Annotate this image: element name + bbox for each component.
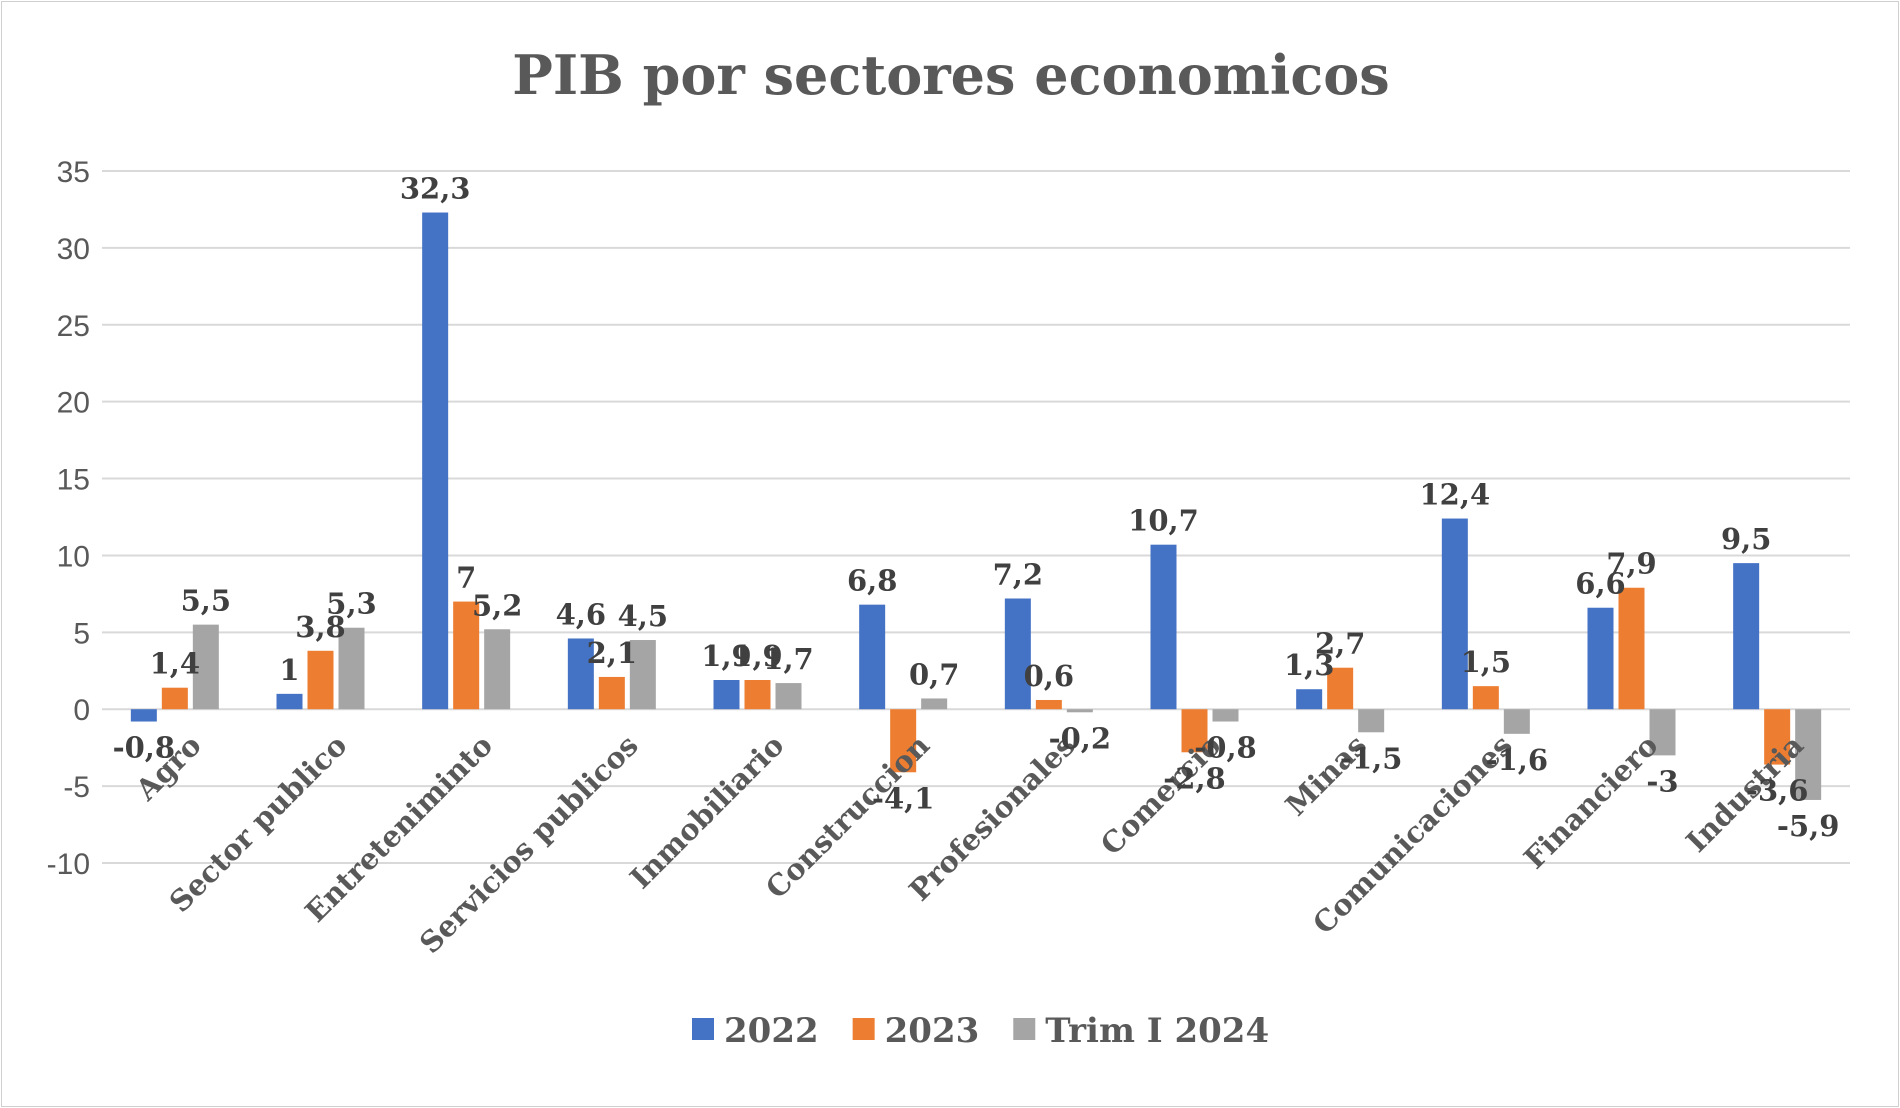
bar-construccion-2: [921, 698, 948, 710]
bar-agro-0: [130, 709, 157, 722]
data-label: 1,4: [150, 647, 200, 681]
bar-inmobiliario-2: [775, 683, 802, 710]
data-label: 5,5: [181, 584, 231, 618]
data-label: 0,7: [909, 657, 959, 691]
data-label: 1,5: [1461, 645, 1511, 679]
data-label: 7,2: [993, 558, 1043, 592]
bar-sector-publico-0: [276, 693, 303, 710]
data-label: 1,3: [1284, 648, 1334, 682]
data-label: 12,4: [1420, 478, 1491, 512]
bar-entreteniminto-1: [453, 601, 480, 710]
bar-comercio-0: [1150, 544, 1177, 710]
bar-industria-1: [1764, 709, 1791, 765]
bar-industria-2: [1795, 709, 1822, 800]
data-label: 1,9: [701, 639, 751, 673]
data-label: 5,3: [326, 587, 376, 621]
data-label: -0,8: [113, 731, 176, 765]
data-label: 1: [279, 653, 299, 687]
bar-profesionales-0: [1004, 598, 1031, 710]
bar-financiero-1: [1618, 587, 1645, 710]
gridlines: [102, 170, 1850, 864]
data-label: 7: [456, 561, 476, 595]
data-label: 9,5: [1721, 522, 1771, 556]
bar-servicios-publicos-1: [598, 676, 625, 710]
data-label: 1,7: [763, 642, 813, 676]
y-tick-label: 25: [57, 310, 90, 343]
bar-servicios-publicos-0: [567, 638, 594, 710]
legend-swatch: [1013, 1018, 1036, 1040]
legend-label: Trim I 2024: [1045, 1011, 1269, 1051]
bar-profesionales-1: [1035, 699, 1062, 710]
bar-construccion-0: [859, 604, 886, 710]
data-label: -0,8: [1194, 731, 1257, 765]
legend-label: 2023: [885, 1011, 980, 1051]
bar-agro-1: [161, 687, 188, 710]
legend-swatch: [692, 1018, 714, 1040]
data-label: 1,9: [732, 639, 782, 673]
bar-comunicaciones-1: [1472, 686, 1499, 710]
bar-inmobiliario-0: [713, 680, 740, 710]
bar-minas-0: [1296, 689, 1323, 710]
data-label: 6,6: [1575, 567, 1625, 601]
data-label: -4,1: [872, 781, 935, 815]
bars: [130, 212, 1822, 800]
y-tick-label: -10: [47, 848, 90, 881]
bar-profesionales-2: [1066, 709, 1093, 713]
data-label: -1,6: [1486, 743, 1549, 777]
bar-comercio-2: [1212, 709, 1239, 722]
data-label: 4,5: [618, 599, 668, 633]
data-label: 7,9: [1606, 547, 1656, 581]
y-tick-label: -5: [63, 771, 90, 804]
y-axis-ticks: 35 30 25 20 15 10 5 0 -5 -10: [47, 156, 90, 881]
chart-title: PIB por sectores economicos: [512, 43, 1389, 107]
data-label: 0,6: [1024, 659, 1074, 693]
bar-inmobiliario-1: [744, 680, 771, 710]
bar-comunicaciones-2: [1503, 709, 1530, 734]
data-label: -5,9: [1777, 809, 1840, 843]
data-label: 6,8: [847, 564, 897, 598]
data-labels: -0,8 1 32,3 4,6 1,9 6,8 7,2 10,7 1,3 12,4 6,6 9,5 1,…: [113, 172, 1840, 843]
bar-financiero-0: [1587, 607, 1614, 710]
y-tick-label: 0: [73, 694, 90, 727]
data-label: -3,6: [1746, 774, 1809, 808]
bar-comercio-1: [1181, 709, 1208, 753]
bar-industria-0: [1733, 563, 1760, 710]
data-label: 5,2: [472, 588, 522, 622]
data-label: 2,1: [587, 636, 637, 670]
data-label: 2,7: [1315, 627, 1365, 661]
bar-entreteniminto-2: [484, 629, 511, 710]
y-tick-label: 35: [57, 156, 90, 189]
data-label: 32,3: [400, 172, 471, 206]
y-tick-label: 20: [57, 387, 90, 420]
y-tick-label: 30: [57, 233, 90, 266]
bar-servicios-publicos-2: [629, 640, 656, 710]
legend-swatch: [852, 1018, 875, 1040]
y-tick-label: 5: [73, 617, 90, 650]
x-category-label: Inmobiliario: [623, 728, 790, 895]
data-label: -1,5: [1340, 741, 1403, 775]
bar-sector-publico-2: [338, 627, 365, 710]
y-tick-label: 15: [57, 464, 90, 497]
legend: 2022 2023 Trim I 2024: [692, 1011, 1269, 1051]
bar-sector-publico-1: [307, 650, 334, 710]
bar-entreteniminto-0: [422, 212, 449, 710]
y-tick-label: 10: [57, 540, 90, 573]
legend-label: 2022: [724, 1011, 819, 1051]
data-label: -0,2: [1049, 721, 1112, 755]
data-label: 10,7: [1128, 504, 1199, 538]
data-label: -2,8: [1163, 761, 1226, 795]
bar-agro-2: [192, 624, 219, 710]
bar-financiero-2: [1649, 709, 1676, 756]
data-label: 4,6: [556, 597, 606, 631]
bar-minas-2: [1358, 709, 1385, 733]
bar-construccion-1: [890, 709, 917, 773]
bar-comunicaciones-0: [1441, 518, 1468, 710]
bar-minas-1: [1327, 667, 1354, 710]
data-label: -3: [1646, 764, 1678, 798]
data-label: 3,8: [295, 610, 345, 644]
